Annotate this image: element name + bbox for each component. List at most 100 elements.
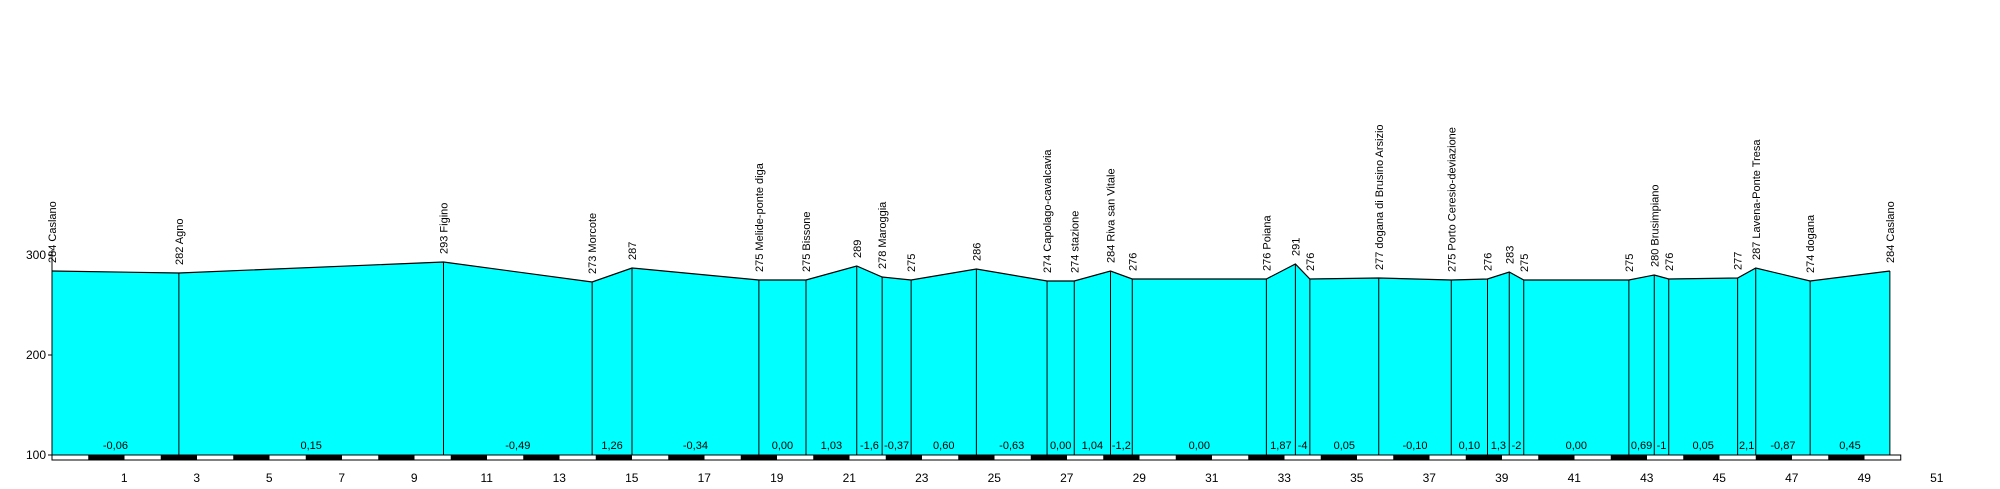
scale-bar-block — [595, 455, 632, 460]
profile-segment — [443, 262, 593, 455]
gradient-label: -0,49 — [505, 440, 530, 452]
profile-segment — [1295, 264, 1310, 455]
y-tick-label: 300 — [26, 248, 46, 262]
y-tick-label: 200 — [26, 348, 46, 362]
x-tick-label: 41 — [1568, 471, 1582, 485]
x-tick-label: 51 — [1930, 471, 1944, 485]
waypoint-label: 278 Maroggia — [877, 201, 889, 269]
x-tick-label: 43 — [1640, 471, 1654, 485]
waypoint-label: 275 — [906, 254, 918, 272]
scale-bar-block — [1683, 455, 1720, 460]
x-tick-label: 5 — [266, 471, 273, 485]
x-tick-label: 1 — [121, 471, 128, 485]
x-tick-label: 49 — [1858, 471, 1872, 485]
scale-bar-block — [233, 455, 270, 460]
profile-segment — [1668, 278, 1738, 455]
waypoint-label: 286 — [971, 243, 983, 261]
scale-bar-block — [1393, 455, 1430, 460]
profile-segment — [882, 277, 912, 455]
waypoint-label: 280 Brusimpiano — [1649, 184, 1661, 267]
profile-segment — [1110, 271, 1133, 455]
gradient-label: -0,06 — [103, 440, 128, 452]
waypoint-label: 289 — [852, 240, 864, 258]
scale-bar-block — [378, 455, 415, 460]
waypoint-label: 274 Capolago-cavalcavia — [1042, 149, 1054, 273]
profile-segment — [1266, 264, 1296, 455]
waypoint-label: 277 dogana di Brusino Arsizio — [1374, 124, 1386, 270]
waypoint-label: 274 stazione — [1069, 211, 1081, 273]
waypoint-label: 275 Melide-ponte diga — [754, 162, 766, 272]
profile-segment — [911, 269, 977, 455]
waypoint-label-group: 284 Caslano 282 Agno 293 Figino 273 Morcote… — [47, 124, 1897, 274]
profile-segment — [1509, 272, 1524, 455]
x-tick-label: 23 — [915, 471, 929, 485]
gradient-label: 0,00 — [1189, 440, 1210, 452]
scale-bar-block — [1320, 455, 1357, 460]
scale-bar-block — [1103, 455, 1140, 460]
gradient-label: -2 — [1512, 440, 1522, 452]
waypoint-label: 284 Riva san Vitale — [1106, 168, 1118, 263]
scale-bar-block — [1828, 455, 1865, 460]
profile-segment — [1047, 281, 1075, 455]
x-tick-label: 19 — [770, 471, 784, 485]
waypoint-label: 276 — [1664, 253, 1676, 271]
gradient-label: 0,00 — [772, 440, 793, 452]
gradient-label: -0,10 — [1402, 440, 1427, 452]
waypoint-label: 276 — [1127, 253, 1139, 271]
waypoint-label: 275 Porto Ceresio-deviazione — [1446, 127, 1458, 272]
gradient-label: -4 — [1298, 440, 1308, 452]
x-tick-label: 29 — [1133, 471, 1147, 485]
x-tick-label: 47 — [1785, 471, 1799, 485]
profile-segment — [632, 268, 759, 455]
waypoint-label: 284 Caslano — [1885, 201, 1897, 263]
gradient-label: 0,45 — [1839, 440, 1860, 452]
gradient-label: 2,1 — [1739, 440, 1754, 452]
gradient-label: 0,00 — [1566, 440, 1587, 452]
scale-bar-block — [305, 455, 342, 460]
scale-bar-block — [1248, 455, 1285, 460]
x-tick-label: 37 — [1423, 471, 1437, 485]
x-tick-label: 17 — [698, 471, 712, 485]
waypoint-label: 276 — [1305, 253, 1317, 271]
scale-bar-block — [1175, 455, 1212, 460]
scale-bar-block — [1755, 455, 1792, 460]
gradient-label: 0,69 — [1631, 440, 1652, 452]
profile-outline-group — [51, 261, 1890, 283]
gradient-label: 0,15 — [300, 440, 321, 452]
profile-segment — [52, 271, 179, 455]
profile-line — [51, 261, 1890, 283]
waypoint-label: 293 Figino — [439, 203, 451, 254]
profile-segment — [1810, 271, 1890, 455]
scale-bar-block — [88, 455, 125, 460]
x-tick-label: 15 — [625, 471, 639, 485]
gradient-label: 1,26 — [601, 440, 622, 452]
waypoint-label: 275 — [1519, 254, 1531, 272]
profile-segment — [806, 266, 857, 455]
waypoint-label: 276 Poiana — [1261, 214, 1273, 271]
waypoint-label: 274 dogana — [1805, 214, 1817, 273]
scale-bar-block — [740, 455, 777, 460]
profile-segment — [1654, 275, 1669, 455]
gradient-label: -1,6 — [860, 440, 879, 452]
scale-bar-block — [668, 455, 705, 460]
scale-bar-block — [160, 455, 197, 460]
gradient-label: 1,04 — [1082, 440, 1103, 452]
gradient-label: -0,34 — [683, 440, 708, 452]
gradient-label: 0,00 — [1050, 440, 1071, 452]
x-tick-label: 39 — [1495, 471, 1509, 485]
profile-segment — [976, 269, 1048, 455]
profile-segment — [1523, 280, 1629, 455]
waypoint-label: 287 Lavena-Ponte Tresa — [1751, 139, 1763, 260]
gradient-label: 1,03 — [821, 440, 842, 452]
x-tick-label: 31 — [1205, 471, 1219, 485]
gradient-label: 0,60 — [933, 440, 954, 452]
y-axis: 100 200 300 — [26, 248, 53, 462]
profile-segment — [758, 280, 806, 455]
x-tick-label: 9 — [411, 471, 418, 485]
waypoint-label: 284 Caslano — [47, 201, 59, 263]
profile-segment — [1737, 268, 1756, 455]
profile-segment — [1074, 271, 1111, 455]
x-axis: 1 3 5 7 9 11 13 15 17 19 21 23 25 27 29 31 33 35 37 39 41 43 4… — [121, 471, 1944, 485]
gradient-label: 1,3 — [1491, 440, 1506, 452]
profile-segment — [1378, 278, 1452, 455]
